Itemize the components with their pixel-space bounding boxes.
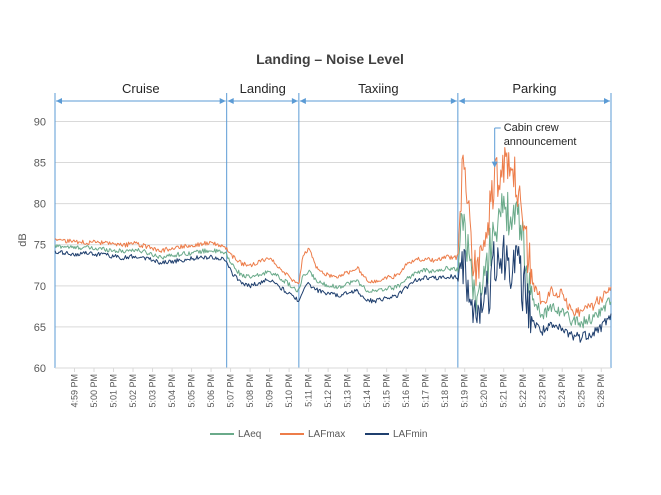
x-tick-label: 5:11 PM bbox=[304, 374, 314, 407]
x-tick-label: 5:20 PM bbox=[479, 374, 489, 408]
phase-label: Landing bbox=[240, 81, 286, 96]
phase-markers: Cruise Landing Taxiing Parking bbox=[54, 81, 612, 368]
phase-label: Taxiing bbox=[358, 81, 398, 96]
phase-arrowhead bbox=[227, 98, 234, 104]
x-tick-label: 5:03 PM bbox=[148, 374, 158, 408]
phase-arrowhead bbox=[450, 98, 457, 104]
x-tick-label: 5:25 PM bbox=[577, 374, 587, 408]
y-axis-ticks: 60 65 70 75 80 85 90 bbox=[34, 116, 46, 375]
series-lines bbox=[54, 147, 612, 343]
x-tick-label: 5:02 PM bbox=[128, 374, 138, 408]
legend-label: LAFmax bbox=[308, 429, 345, 440]
series-line-LAFmin bbox=[54, 234, 612, 343]
y-axis-label: dB bbox=[17, 233, 29, 246]
x-tick-label: 5:14 PM bbox=[362, 374, 372, 408]
x-tick-label: 5:06 PM bbox=[206, 374, 216, 408]
chart-title: Landing – Noise Level bbox=[256, 51, 404, 67]
phase-arrowhead bbox=[56, 98, 62, 104]
annotation-text: Cabin crew bbox=[504, 122, 559, 134]
x-tick-label: 5:04 PM bbox=[167, 374, 177, 408]
x-tick-label: 5:13 PM bbox=[343, 374, 353, 408]
phase-arrowhead bbox=[458, 98, 465, 104]
annotation: Cabin crew announcement bbox=[491, 122, 577, 168]
x-tick-label: 5:19 PM bbox=[460, 374, 470, 408]
phase-arrowhead bbox=[299, 98, 306, 104]
annotation-arrowhead bbox=[491, 161, 498, 168]
x-tick-label: 5:26 PM bbox=[596, 374, 606, 408]
x-tick-label: 5:01 PM bbox=[109, 374, 119, 408]
x-axis-ticks: 4:59 PM 5:00 PM 5:01 PM 5:02 PM 5:03 PM 5:04 … bbox=[70, 368, 606, 408]
x-tick-label: 5:24 PM bbox=[557, 374, 567, 408]
phase-arrowhead bbox=[219, 98, 226, 104]
annotation-text: announcement bbox=[504, 136, 577, 148]
x-tick-label: 5:15 PM bbox=[382, 374, 392, 408]
x-tick-label: 5:12 PM bbox=[323, 374, 333, 408]
y-tick-label: 75 bbox=[34, 240, 46, 252]
x-tick-label: 5:07 PM bbox=[226, 374, 236, 408]
phase-arrowhead bbox=[291, 98, 298, 104]
x-tick-label: 5:23 PM bbox=[538, 374, 548, 408]
phase-label: Parking bbox=[512, 81, 556, 96]
y-tick-label: 85 bbox=[34, 158, 46, 170]
x-tick-label: 5:08 PM bbox=[245, 374, 255, 408]
series-line-LAeq bbox=[54, 191, 612, 329]
x-tick-label: 5:17 PM bbox=[421, 374, 431, 408]
legend-label: LAFmin bbox=[393, 429, 427, 440]
x-tick-label: 5:00 PM bbox=[89, 374, 99, 408]
y-tick-label: 70 bbox=[34, 281, 46, 293]
y-tick-label: 60 bbox=[34, 363, 46, 375]
x-tick-label: 5:18 PM bbox=[440, 374, 450, 408]
gridlines bbox=[55, 120, 611, 328]
legend: LAeq LAFmax LAFmin bbox=[210, 429, 427, 440]
x-tick-label: 5:10 PM bbox=[284, 374, 294, 408]
x-tick-label: 5:21 PM bbox=[499, 374, 509, 408]
legend-label: LAeq bbox=[238, 429, 261, 440]
x-tick-label: 5:22 PM bbox=[518, 374, 528, 408]
x-tick-label: 4:59 PM bbox=[70, 374, 80, 408]
y-tick-label: 90 bbox=[34, 116, 46, 128]
y-tick-label: 65 bbox=[34, 322, 46, 334]
x-tick-label: 5:05 PM bbox=[187, 374, 197, 408]
series-line-LAFmax bbox=[54, 147, 612, 317]
x-tick-label: 5:09 PM bbox=[265, 374, 275, 408]
phase-label: Cruise bbox=[122, 81, 160, 96]
x-tick-label: 5:16 PM bbox=[401, 374, 411, 408]
phase-arrowhead bbox=[604, 98, 610, 104]
y-tick-label: 80 bbox=[34, 199, 46, 211]
